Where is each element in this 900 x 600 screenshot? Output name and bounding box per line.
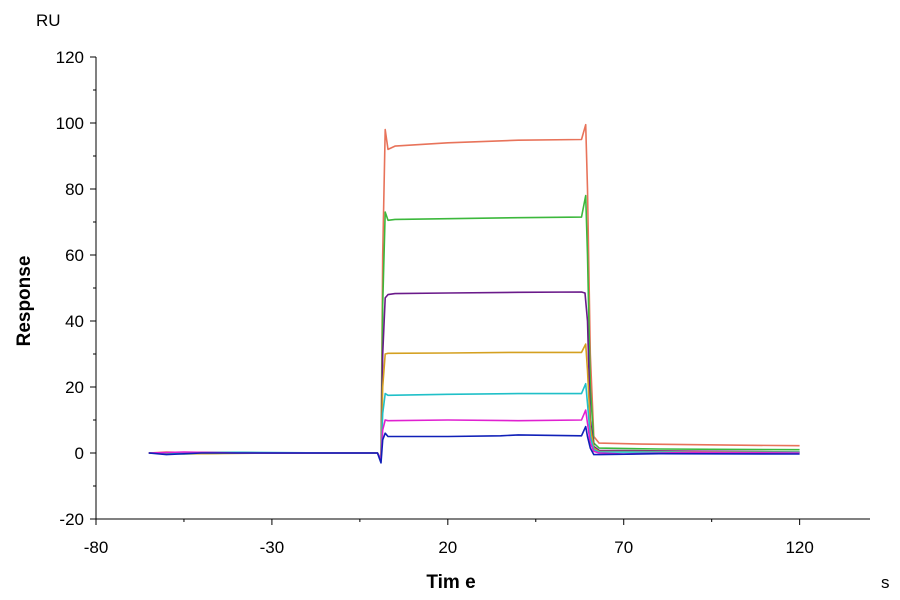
series-line-4 — [148, 343, 800, 461]
x-tick-label: 70 — [614, 538, 633, 557]
y-axis-title: Response — [14, 256, 35, 347]
series-line-7 — [148, 425, 800, 464]
y-tick-label: 100 — [56, 114, 84, 133]
x-tick-label: -30 — [260, 538, 285, 557]
series-layer — [148, 123, 800, 464]
axes: -20 0 20 40 60 80 100 120 -80 -30 20 70 120 — [56, 48, 870, 557]
series-line-5 — [148, 382, 800, 461]
y-unit-label: RU — [36, 11, 61, 30]
series-line-3 — [148, 291, 800, 461]
y-tick-label: 60 — [65, 246, 84, 265]
x-axis-title: Tim e — [426, 572, 475, 593]
y-tick-label: 0 — [75, 444, 84, 463]
x-tick-label: -80 — [84, 538, 109, 557]
y-tick-label: 80 — [65, 180, 84, 199]
y-tick-label: 20 — [65, 378, 84, 397]
x-tick-label: 20 — [438, 538, 457, 557]
y-tick-label: 120 — [56, 48, 84, 67]
x-unit-label: s — [881, 573, 890, 592]
y-tick-label: -20 — [59, 510, 84, 529]
y-tick-label: 40 — [65, 312, 84, 331]
x-tick-label: 120 — [785, 538, 813, 557]
